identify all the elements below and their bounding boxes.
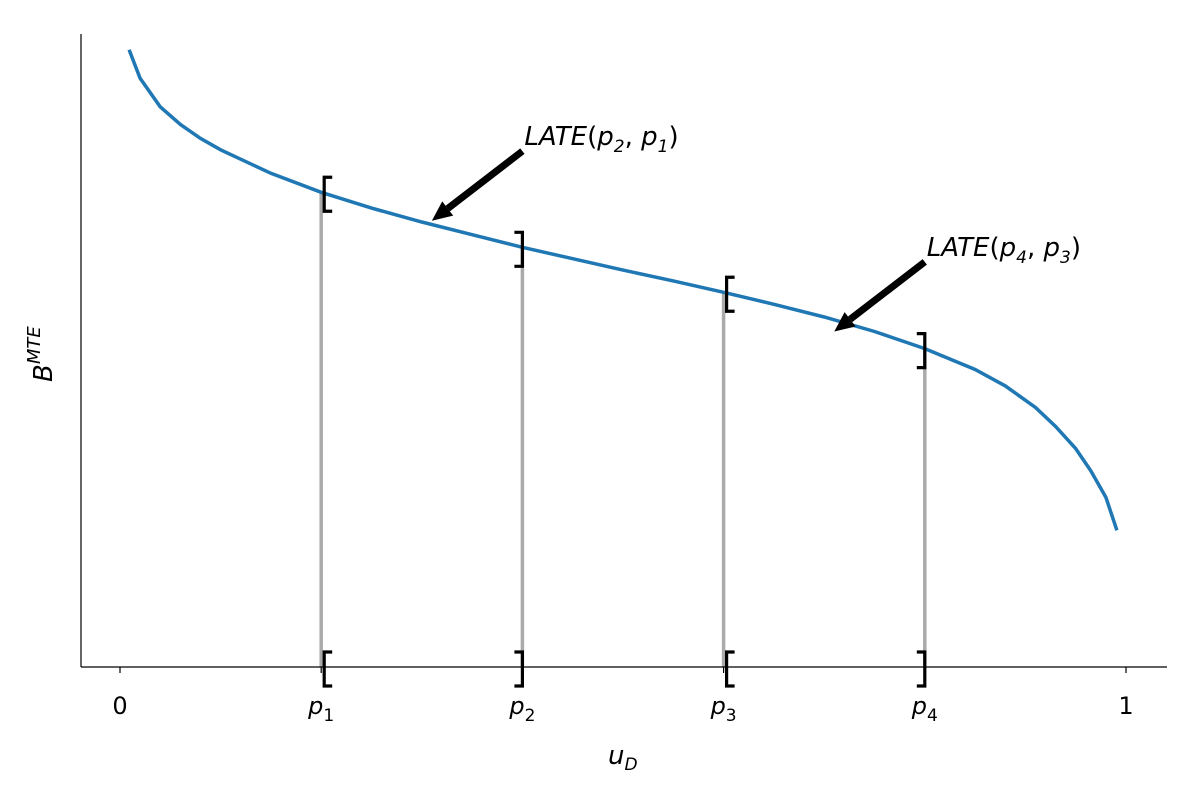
x-tick-label-4: p3 — [710, 692, 737, 726]
axis-bracket-4 — [916, 650, 927, 688]
x-tick-label-6: 1 — [1118, 692, 1133, 720]
x-tick-label-1: 0 — [112, 692, 127, 720]
x-tick-label-2: p1 — [307, 692, 334, 726]
x-axis-label: uD — [608, 741, 638, 775]
curve-bracket-2 — [514, 230, 524, 268]
annotation-arrow-shaft-1 — [445, 148, 525, 212]
annotation-arrowhead-1 — [431, 201, 454, 221]
annotation-arrowhead-2 — [834, 312, 856, 332]
axis-bracket-1 — [322, 650, 333, 688]
y-axis-label: BMTE — [24, 326, 59, 382]
annotation-arrow-shaft-2 — [847, 259, 927, 323]
curve-bracket-3 — [725, 275, 735, 313]
mte-curve — [127, 49, 1119, 531]
interval-brackets — [322, 175, 927, 688]
x-ticks: 0 p1 p2 p3 p4 1 — [112, 667, 1134, 726]
axis-bracket-3 — [725, 650, 735, 688]
annotation-label-1: LATE(p2, p1) — [524, 122, 678, 157]
axis-bracket-2 — [514, 650, 524, 688]
annotation-arrows — [431, 148, 927, 332]
annotation-label-2: LATE(p4, p3) — [927, 233, 1081, 268]
curve-bracket-1 — [322, 175, 333, 213]
annotation-labels: LATE(p2, p1) LATE(p4, p3) — [524, 122, 1081, 268]
interval-vlines — [319, 192, 927, 667]
x-tick-label-3: p2 — [508, 692, 535, 726]
x-tick-label-5: p4 — [911, 692, 938, 726]
curve-bracket-4 — [916, 332, 927, 370]
